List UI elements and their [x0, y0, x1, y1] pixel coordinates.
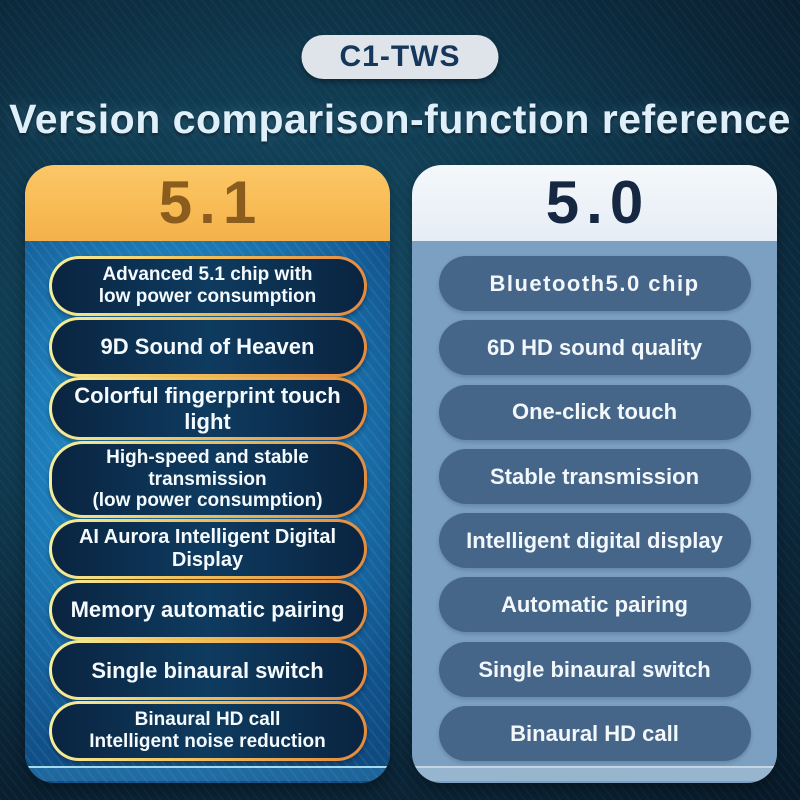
card-header-5-0: 5.0 — [412, 165, 777, 241]
comparison-cards: 5.1 Advanced 5.1 chip with low power con… — [25, 165, 777, 783]
version-5-0-label: 5.0 — [545, 169, 651, 236]
feature-pill: Stable transmission — [412, 448, 777, 504]
feature-pill-label: Single binaural switch — [438, 641, 751, 697]
feature-pill: One-click touch — [412, 384, 777, 440]
feature-pill: Intelligent digital display — [412, 513, 777, 569]
card-version-5-0: 5.0 Bluetooth5.0 chip 6D HD sound qualit… — [412, 165, 777, 783]
card-version-5-1: 5.1 Advanced 5.1 chip with low power con… — [25, 165, 390, 783]
feature-pill-label: Intelligent digital display — [438, 513, 751, 569]
card-header-5-1: 5.1 — [25, 165, 390, 241]
feature-pill: Advanced 5.1 chip with low power consump… — [25, 256, 390, 316]
feature-pill: Automatic pairing — [412, 577, 777, 633]
feature-pill: Binaural HD call Intelligent noise reduc… — [25, 700, 390, 761]
feature-pill-label: Binaural HD call — [438, 705, 751, 761]
feature-pill-label: Binaural HD call Intelligent noise reduc… — [51, 703, 364, 758]
feature-pill-label: Colorful fingerprint touch light — [51, 380, 364, 437]
feature-pill-label: Bluetooth5.0 chip — [438, 256, 751, 311]
feature-pill-label: Automatic pairing — [438, 577, 751, 633]
feature-pill-label: Advanced 5.1 chip with low power consump… — [51, 259, 364, 313]
feature-pill-label: Single binaural switch — [51, 643, 364, 698]
feature-pill: Bluetooth5.0 chip — [412, 256, 777, 311]
feature-pill: Binaural HD call — [412, 705, 777, 761]
feature-pill-label: One-click touch — [438, 384, 751, 440]
version-5-1-label: 5.1 — [158, 169, 264, 236]
feature-list-5-1: Advanced 5.1 chip with low power consump… — [25, 241, 390, 783]
feature-pill: Single binaural switch — [25, 640, 390, 701]
feature-pill-label: Stable transmission — [438, 448, 751, 504]
feature-pill: High-speed and stable transmission (low … — [25, 440, 390, 519]
feature-list-5-0: Bluetooth5.0 chip 6D HD sound quality On… — [412, 241, 777, 783]
feature-pill: Single binaural switch — [412, 641, 777, 697]
feature-pill-label: 6D HD sound quality — [438, 320, 751, 376]
feature-pill-label: Memory automatic pairing — [51, 582, 364, 637]
product-model-badge: C1-TWS — [301, 35, 499, 79]
feature-pill: 6D HD sound quality — [412, 320, 777, 376]
feature-pill-label: 9D Sound of Heaven — [51, 319, 364, 374]
feature-pill-label: AI Aurora Intelligent Digital Display — [51, 521, 364, 576]
feature-pill: AI Aurora Intelligent Digital Display — [25, 518, 390, 579]
feature-pill: 9D Sound of Heaven — [25, 316, 390, 377]
page-title: Version comparison-function reference — [9, 96, 791, 142]
feature-pill: Memory automatic pairing — [25, 579, 390, 640]
feature-pill-label: High-speed and stable transmission (low … — [51, 443, 364, 516]
feature-pill: Colorful fingerprint touch light — [25, 377, 390, 440]
